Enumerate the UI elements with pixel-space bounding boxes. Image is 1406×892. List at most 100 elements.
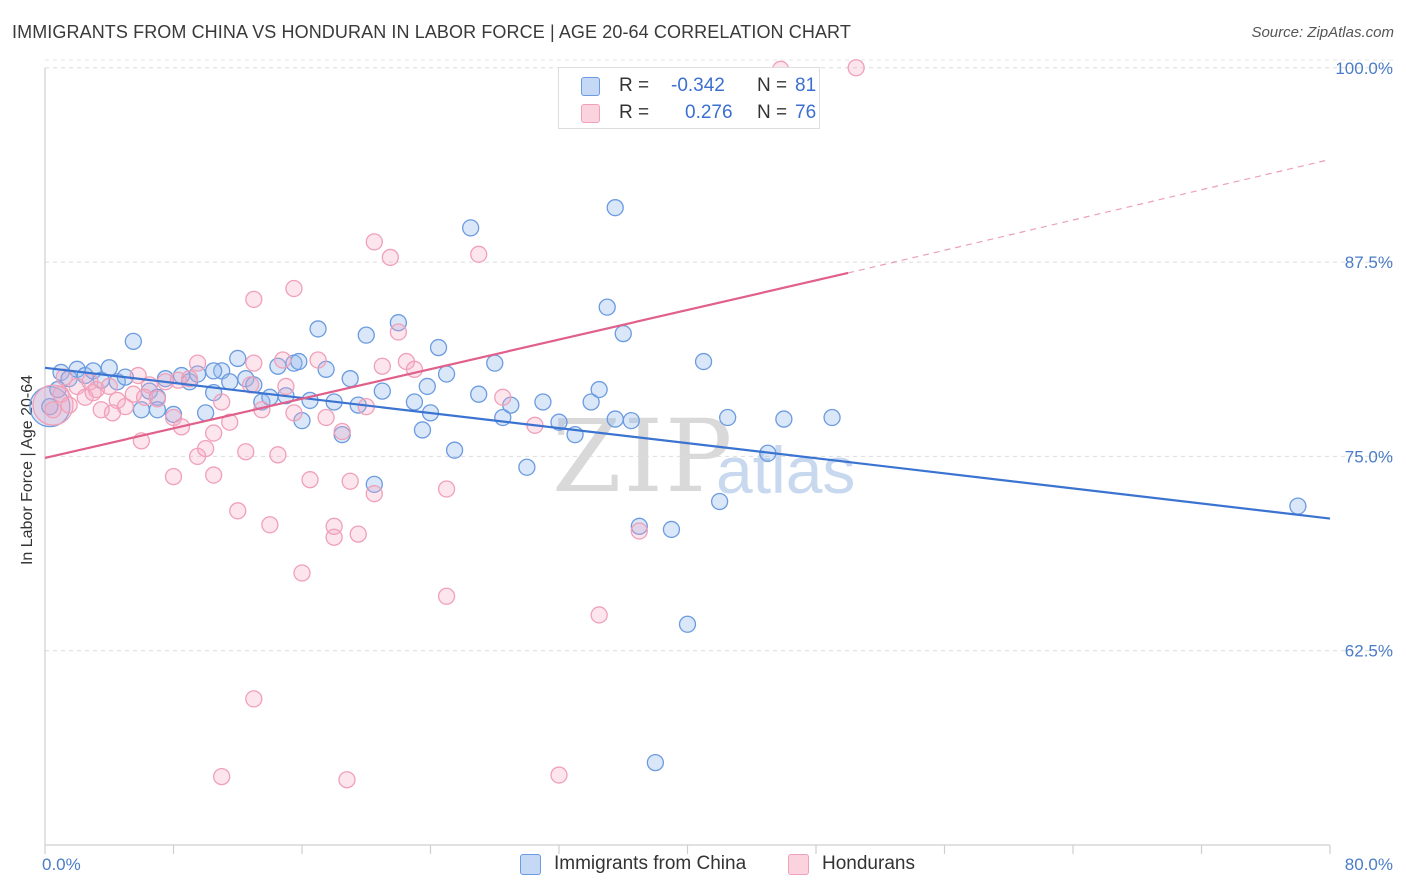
stats-n-value: 81 <box>795 75 817 96</box>
stats-swatch-hondurans <box>581 104 600 123</box>
stats-n-value: 76 <box>795 102 817 123</box>
data-point <box>418 377 436 396</box>
data-point <box>437 480 456 498</box>
stats-r-value: -0.342 <box>671 75 725 96</box>
stats-box: R = -0.342 N = 81 R = 0.276 N = 76 <box>558 67 820 129</box>
data-point <box>333 422 351 441</box>
data-point <box>445 441 464 459</box>
data-point <box>582 393 600 411</box>
data-point <box>221 373 239 391</box>
data-point <box>550 413 568 431</box>
x-tick-label: 0.0% <box>42 855 81 874</box>
stats-r-label: R = <box>619 102 650 123</box>
data-point <box>719 408 737 427</box>
data-point <box>205 466 223 484</box>
data-point <box>245 290 263 309</box>
data-point <box>373 382 391 400</box>
data-point <box>365 233 383 251</box>
data-point <box>164 467 183 486</box>
y-tick-label: 87.5% <box>1345 253 1393 272</box>
series-china <box>29 199 1307 772</box>
data-point <box>646 753 665 772</box>
data-point <box>100 377 118 396</box>
data-point <box>285 279 303 298</box>
data-point <box>405 393 424 411</box>
data-point <box>196 439 215 458</box>
chart-title: IMMIGRANTS FROM CHINA VS HONDURAN IN LAB… <box>12 22 851 42</box>
data-point <box>775 410 793 428</box>
data-point <box>205 424 223 442</box>
data-point <box>245 354 263 372</box>
data-point <box>148 390 167 408</box>
data-point <box>103 404 122 422</box>
data-point <box>309 351 327 369</box>
data-point <box>213 767 231 786</box>
data-point <box>261 516 279 534</box>
series-hondurans <box>32 59 865 789</box>
data-point <box>325 528 343 546</box>
data-point <box>1289 497 1307 515</box>
data-point <box>630 517 648 535</box>
data-point <box>301 471 319 489</box>
data-point <box>614 324 632 343</box>
data-point <box>373 357 391 375</box>
data-point <box>365 475 383 494</box>
trend-line-china <box>44 366 1331 520</box>
data-point-large <box>32 384 74 426</box>
data-point <box>100 359 118 377</box>
chart-source: Source: ZipAtlas.com <box>1251 24 1394 41</box>
data-point <box>550 766 568 784</box>
y-tick-label: 100.0% <box>1335 59 1393 78</box>
data-point <box>534 393 552 411</box>
data-point <box>124 385 142 403</box>
data-point <box>124 332 142 351</box>
data-point <box>494 388 512 406</box>
data-point <box>606 410 624 428</box>
data-point <box>237 443 255 461</box>
data-point <box>470 245 488 263</box>
data-point <box>606 199 624 217</box>
data-point <box>229 502 247 520</box>
watermark-atlas: atlas <box>716 433 856 507</box>
data-point <box>129 366 147 385</box>
data-point <box>92 401 110 419</box>
data-point <box>847 59 865 77</box>
data-point <box>486 354 504 372</box>
data-point <box>381 248 399 267</box>
trend-line-hondurans-extension <box>847 158 1331 274</box>
legend-label-hondurans: Hondurans <box>822 853 915 874</box>
data-point <box>662 520 681 539</box>
y-tick-label: 75.0% <box>1345 447 1393 466</box>
data-point <box>349 525 367 543</box>
data-point <box>338 771 356 789</box>
data-point <box>598 298 616 316</box>
legend-swatch-hondurans <box>788 854 809 875</box>
data-point <box>590 606 608 624</box>
data-point <box>389 314 408 332</box>
data-point <box>678 615 697 633</box>
data-point <box>437 365 456 383</box>
stats-swatch-china <box>581 77 600 96</box>
data-point <box>169 371 187 389</box>
stats-n-label: N = <box>757 75 788 96</box>
data-point <box>357 326 375 344</box>
data-point <box>694 352 713 371</box>
legend-swatch-china <box>520 854 541 875</box>
data-point <box>389 323 408 341</box>
data-point <box>269 446 287 464</box>
data-point <box>290 352 308 371</box>
data-point <box>205 362 223 380</box>
data-point <box>710 492 729 511</box>
data-point <box>188 354 207 372</box>
data-point <box>221 413 239 431</box>
data-point <box>518 458 536 476</box>
data-point <box>84 384 102 402</box>
data-point <box>229 349 247 368</box>
data-point <box>317 408 335 427</box>
data-point <box>823 408 841 427</box>
trend-lines <box>44 158 1331 520</box>
data-point <box>413 421 432 439</box>
x-tick-label: 80.0% <box>1345 855 1393 874</box>
data-point <box>437 587 456 605</box>
stats-r-label: R = <box>619 75 650 96</box>
